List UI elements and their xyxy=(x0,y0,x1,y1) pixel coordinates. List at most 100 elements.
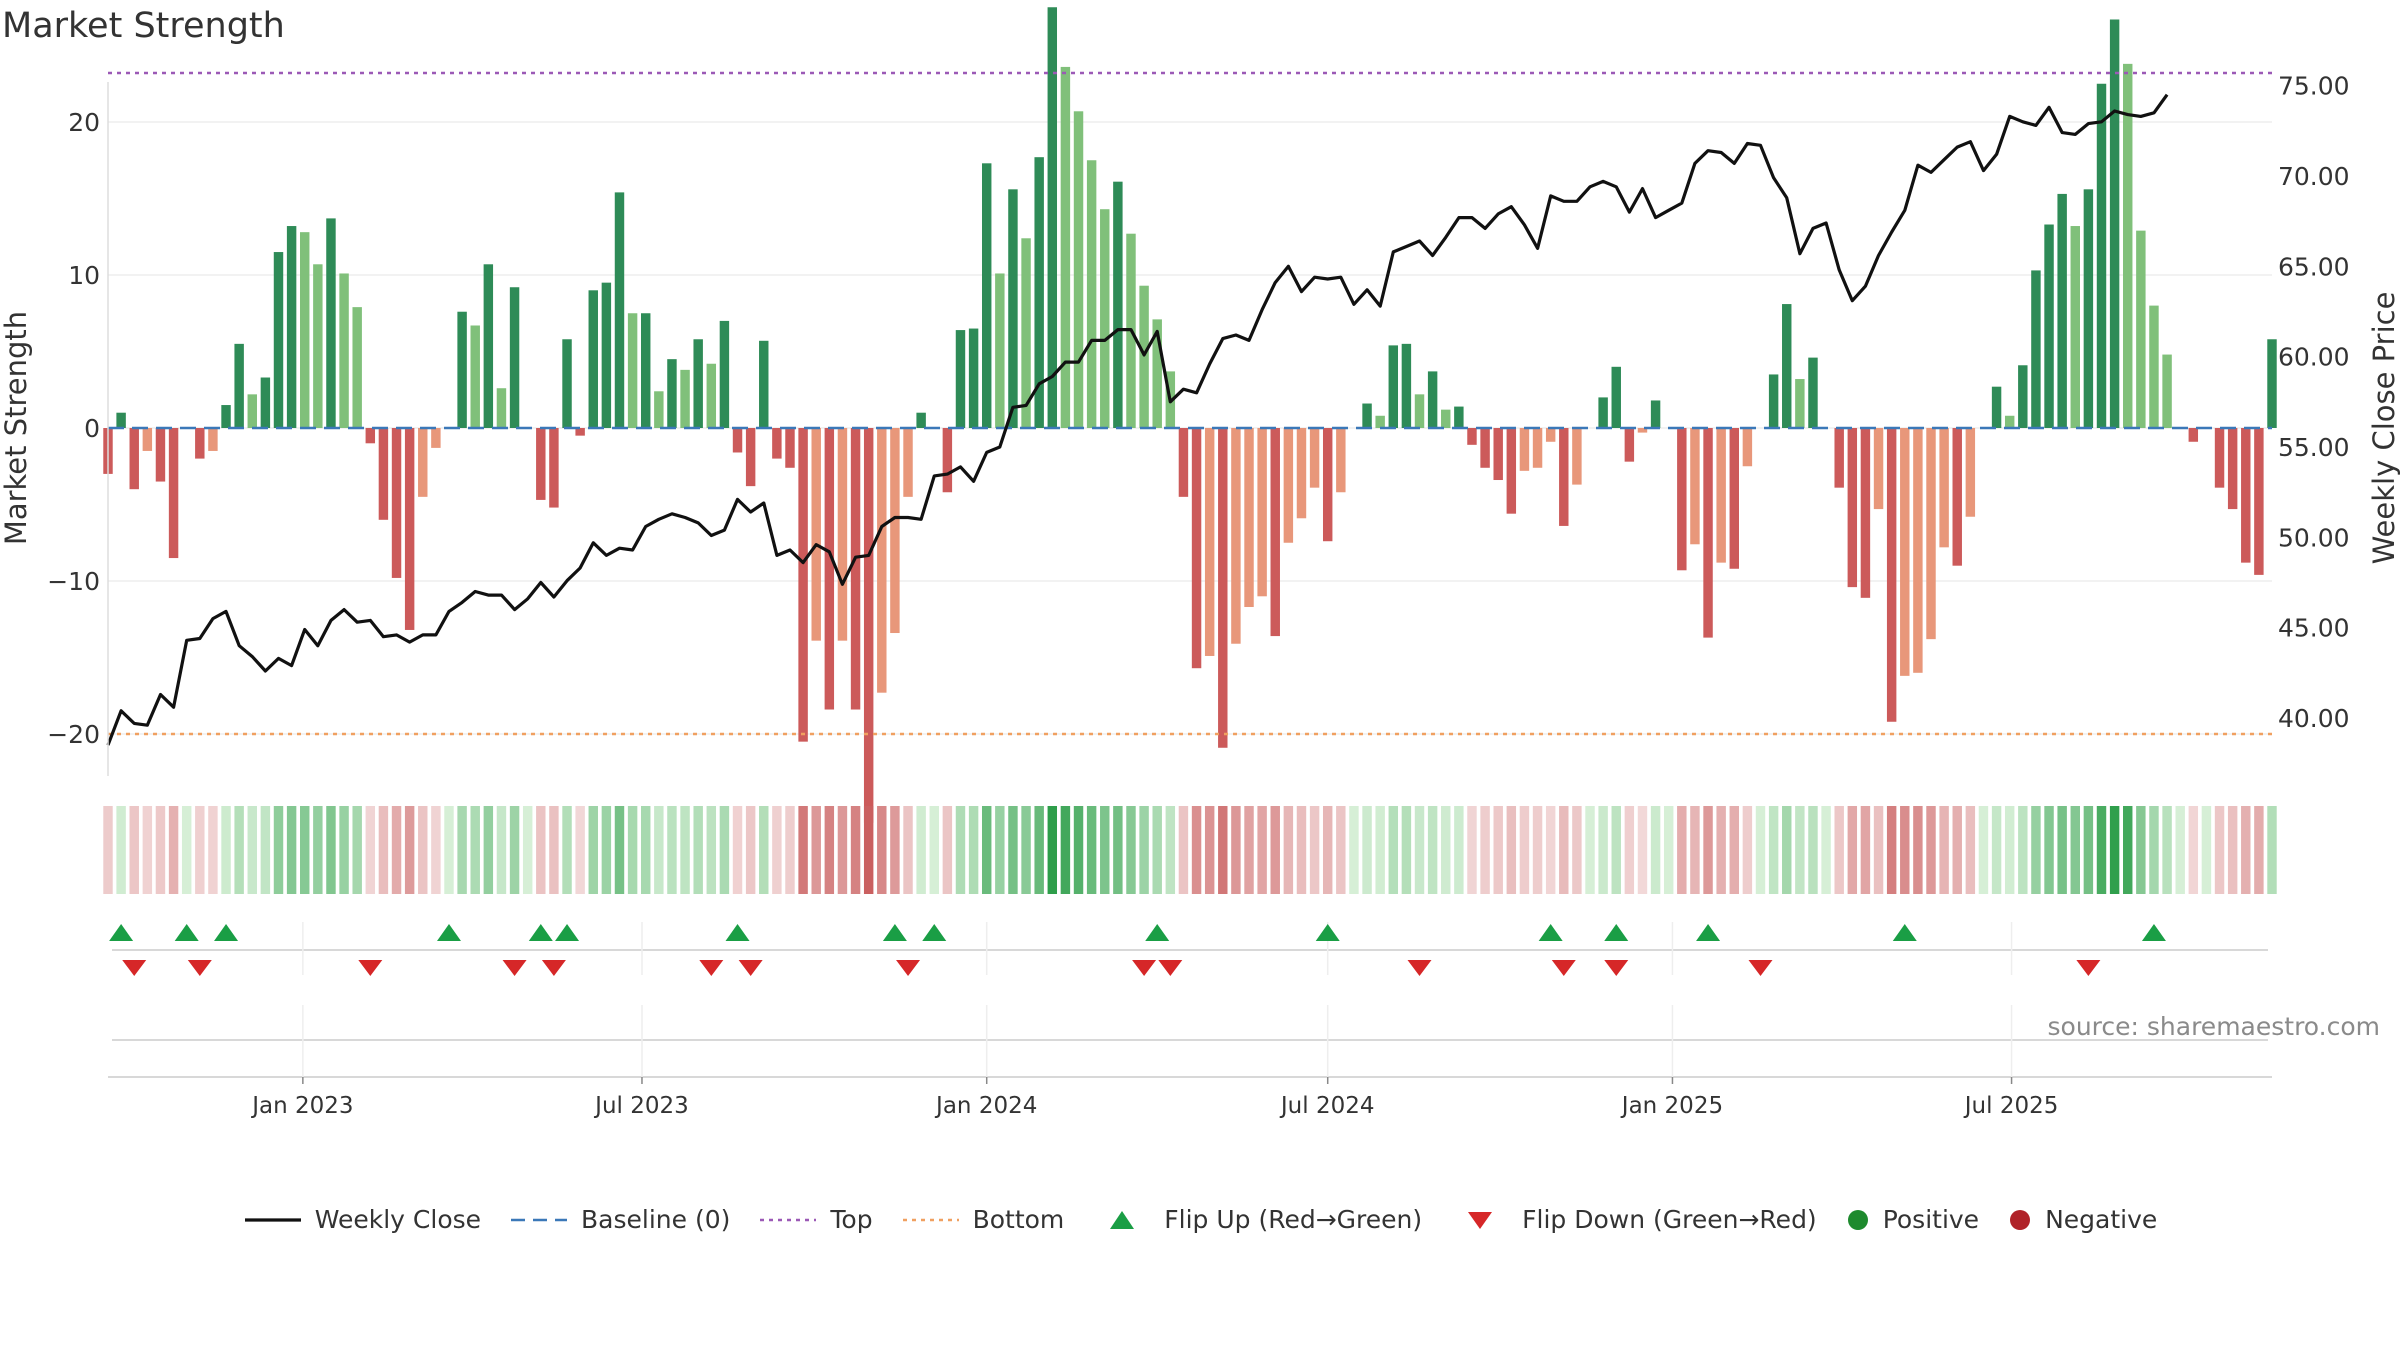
strength-bar xyxy=(1244,428,1254,608)
heat-cell xyxy=(981,806,992,894)
strength-bar xyxy=(981,163,992,428)
heat-cell xyxy=(1126,806,1136,894)
strength-bar xyxy=(1152,319,1162,428)
heat-cell xyxy=(470,806,480,894)
strength-bar xyxy=(1742,428,1753,467)
right-axis-label: Weekly Close Price xyxy=(2367,292,2400,565)
heat-cell xyxy=(1139,806,1149,894)
strength-bar xyxy=(273,252,284,428)
strength-bar xyxy=(1834,428,1844,488)
strength-bar xyxy=(955,330,966,428)
flip-up-marker xyxy=(1315,924,1340,941)
strength-bar xyxy=(1913,428,1923,673)
strength-bar xyxy=(1598,397,1608,428)
heat-cell xyxy=(1113,806,1123,894)
flip-down-marker xyxy=(541,960,566,976)
heat-cell xyxy=(1047,806,1058,894)
strength-bar xyxy=(1113,181,1123,428)
heat-cell xyxy=(1480,806,1490,894)
flip-up-marker xyxy=(436,924,461,941)
heat-cell xyxy=(483,806,494,894)
left-tick-label: 10 xyxy=(68,261,100,290)
heat-cell xyxy=(1191,806,1202,894)
legend: Weekly Close Baseline (0) Top Bottom Flip Up… xyxy=(0,1205,2400,1234)
legend-swatch-close xyxy=(244,1217,301,1222)
heat-cell xyxy=(1795,806,1805,894)
heat-cell xyxy=(2018,806,2028,894)
flip-down-marker xyxy=(1604,960,1629,976)
strength-bar xyxy=(2241,428,2251,563)
strength-bar xyxy=(1100,209,1110,428)
strength-bar xyxy=(1677,428,1687,571)
heat-cell xyxy=(1309,806,1320,894)
strength-bar xyxy=(1795,379,1805,428)
heat-cell xyxy=(129,806,139,894)
legend-swatch-bottom xyxy=(902,1218,959,1221)
heat-cell xyxy=(1913,806,1923,894)
heat-cell xyxy=(1716,806,1726,894)
heat-cell xyxy=(1729,806,1740,894)
heat-cell xyxy=(2123,806,2133,894)
heat-cell xyxy=(1900,806,1910,894)
legend-item-negative: Negative xyxy=(2007,1205,2157,1234)
heat-cell xyxy=(365,806,376,894)
heat-cell xyxy=(2162,806,2172,894)
strength-bar xyxy=(378,428,389,520)
flip-up-marker xyxy=(174,924,199,941)
heat-cell xyxy=(877,806,887,894)
strength-bar xyxy=(509,287,520,428)
heat-cell xyxy=(1768,806,1779,894)
heat-cell xyxy=(2136,806,2146,894)
strength-bar xyxy=(759,340,769,428)
legend-swatch-baseline xyxy=(511,1218,568,1221)
heat-cell xyxy=(2096,806,2107,894)
heat-cell xyxy=(654,806,664,894)
strength-bar xyxy=(719,320,730,428)
heat-cell xyxy=(903,806,913,894)
heat-cell xyxy=(1677,806,1687,894)
flip-up-marker xyxy=(1892,924,1917,941)
strength-bar xyxy=(116,412,126,428)
heat-cell xyxy=(1336,806,1346,894)
heat-cell xyxy=(1991,806,2002,894)
strength-bar xyxy=(1467,428,1477,445)
right-tick-label: 55.00 xyxy=(2278,433,2350,462)
flip-down-marker xyxy=(187,960,212,976)
right-tick-label: 65.00 xyxy=(2278,252,2350,281)
strength-bar xyxy=(1729,428,1740,569)
heat-cell xyxy=(352,806,362,894)
heat-cell xyxy=(391,806,402,894)
strength-bar xyxy=(1414,394,1425,428)
heat-cell xyxy=(759,806,769,894)
heat-cell xyxy=(1637,806,1648,894)
strength-bar xyxy=(1060,66,1071,429)
flip-down-marker xyxy=(1748,960,1773,976)
strength-bar xyxy=(1283,428,1294,543)
legend-mark xyxy=(1468,1211,1493,1229)
market-strength-chart: −20 −10 0 10 20 Market Strength 40.00 45.00 50.0… xyxy=(0,7,2400,1119)
heat-cell xyxy=(1467,806,1477,894)
flip-up-marker xyxy=(555,924,580,941)
strength-bar xyxy=(1388,345,1399,428)
strength-bar xyxy=(732,428,743,453)
strength-bar xyxy=(1178,428,1189,497)
heat-cell xyxy=(1441,806,1451,894)
right-tick-label: 75.00 xyxy=(2278,72,2350,101)
strength-bar xyxy=(168,428,179,559)
strength-bar xyxy=(2031,270,2041,428)
heat-cell xyxy=(326,806,336,894)
strength-bar xyxy=(326,218,336,428)
strength-bar xyxy=(667,359,677,428)
heat-cell xyxy=(1952,806,1962,894)
heat-cell xyxy=(2201,806,2212,894)
strength-bar xyxy=(1965,428,1976,517)
weekly-close-line xyxy=(106,93,2169,746)
date-tick-label: Jul 2023 xyxy=(593,1093,689,1119)
strength-bar xyxy=(2149,305,2159,428)
heat-cell xyxy=(378,806,389,894)
strength-bar xyxy=(260,377,271,428)
strength-bar xyxy=(1047,7,1058,428)
strength-bar xyxy=(1296,428,1307,519)
flip-down-marker xyxy=(1158,960,1183,976)
flip-up-marker xyxy=(214,924,239,941)
